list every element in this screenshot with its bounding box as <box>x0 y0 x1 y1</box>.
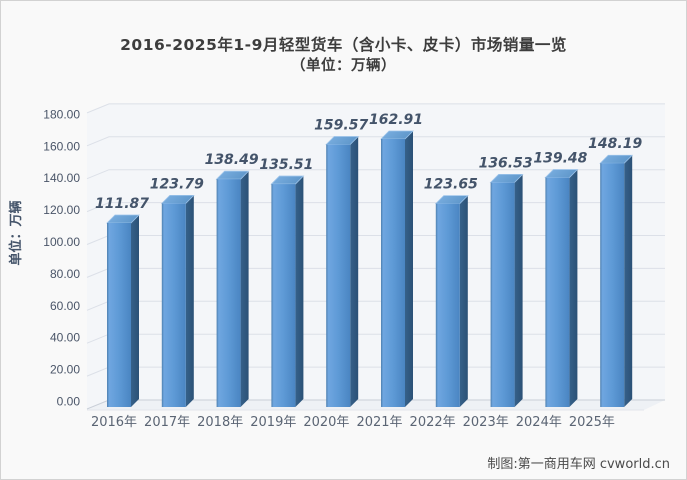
gridline <box>86 169 665 180</box>
bar-value-label: 148.19 <box>588 136 642 152</box>
gridline <box>86 103 665 114</box>
bar-front-face <box>161 203 186 407</box>
bar-side-face <box>569 169 578 407</box>
bar-2016年 <box>106 214 140 407</box>
x-axis-label: 2016年 <box>91 415 137 430</box>
bar-front-face <box>600 163 625 407</box>
bar-front-face <box>490 182 515 407</box>
bar-2021年 <box>380 130 414 407</box>
bar-side-face <box>240 171 249 407</box>
y-axis-tick-label: 40.00 <box>50 331 80 345</box>
y-axis-tick-label: 20.00 <box>50 363 80 377</box>
bar-side-face <box>514 174 523 407</box>
gridline <box>86 202 665 213</box>
bar-front-face <box>271 184 296 407</box>
y-axis-tick-label: 120.00 <box>43 203 80 217</box>
bar-value-label: 162.91 <box>369 112 423 128</box>
bar-2023年 <box>489 174 524 407</box>
y-axis-tick-label: 180.00 <box>43 107 80 121</box>
x-axis-label: 2024年 <box>516 415 562 430</box>
y-axis-tick-label: 160.00 <box>43 139 80 153</box>
bar-front-face <box>545 177 570 407</box>
side-wall <box>87 103 109 411</box>
bar-front-face <box>435 203 460 407</box>
bar-side-face <box>131 214 139 407</box>
bar-value-label: 139.48 <box>533 151 587 167</box>
bar-2019年 <box>270 175 305 407</box>
bar-2020年 <box>325 136 360 407</box>
y-axis-ticks: 0.00 20.00 40.00 60.00 80.00 100.00 120.00 140.… <box>43 107 80 408</box>
bar-side-face <box>185 195 194 407</box>
bars <box>106 130 634 407</box>
x-axis-label: 2018年 <box>197 415 243 430</box>
x-axis-label: 2025年 <box>569 415 615 430</box>
x-axis-label: 2022年 <box>410 415 456 430</box>
y-axis-tick-label: 140.00 <box>43 171 80 185</box>
chart-title: 2016-2025年1-9月轻型货车（含小卡、皮卡）市场销量一览 <box>120 36 567 54</box>
gridline <box>86 136 665 147</box>
chart-subtitle: （单位：万辆） <box>291 58 396 74</box>
chart-title-block: 2016-2025年1-9月轻型货车（含小卡、皮卡）市场销量一览 （单位：万辆） <box>1 35 686 76</box>
bar-side-face <box>624 155 633 407</box>
bar-2018年 <box>215 170 250 407</box>
bar-side-face <box>295 176 304 407</box>
y-axis-tick-label: 60.00 <box>50 299 80 313</box>
bar-value-label: 123.79 <box>150 176 204 192</box>
bar-2017年 <box>160 194 195 407</box>
x-axis-labels: 2016年 2017年 2018年 2019年 2020年 2021年 2022年 2023年… <box>91 415 615 430</box>
bar-side-face <box>459 195 468 407</box>
bar-front-face <box>107 222 131 407</box>
bar-side-face <box>405 131 413 407</box>
x-axis-label: 2019年 <box>250 415 296 430</box>
x-axis-label: 2020年 <box>303 415 349 430</box>
bar-value-label: 135.51 <box>259 157 313 173</box>
bar-value-label: 136.53 <box>479 155 533 171</box>
bar-value-label: 123.65 <box>424 177 478 193</box>
bar-value-label: 111.87 <box>95 196 149 212</box>
credit-text: 制图:第一商用车网 cvworld.cn <box>487 457 670 472</box>
bar-value-label: 159.57 <box>314 118 368 134</box>
bar-value-label: 138.49 <box>205 152 259 168</box>
y-axis-tick-label: 0.00 <box>57 395 81 409</box>
bar-2022年 <box>434 195 469 407</box>
x-axis-label: 2017年 <box>144 415 190 430</box>
bar-front-face <box>326 144 351 407</box>
bar-2025年 <box>599 154 634 407</box>
bar-2024年 <box>544 169 579 407</box>
x-axis-label: 2021年 <box>356 415 402 430</box>
bar-side-face <box>350 136 359 407</box>
y-axis-tick-label: 80.00 <box>50 267 80 281</box>
bar-front-face <box>381 139 405 407</box>
x-axis-label: 2023年 <box>463 415 509 430</box>
y-axis-title: 单位：万辆 <box>9 200 24 266</box>
y-axis-tick-label: 100.00 <box>43 235 80 249</box>
bar-front-face <box>216 179 241 407</box>
